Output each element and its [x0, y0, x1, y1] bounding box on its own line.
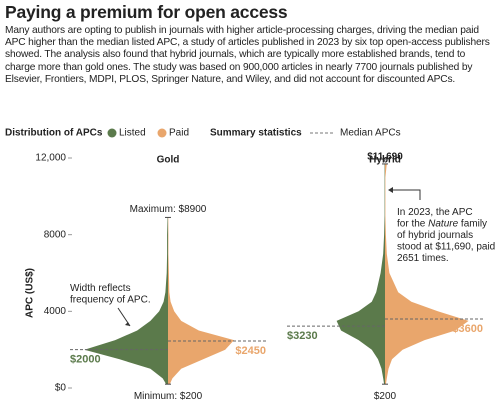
- header: Paying a premium for open access Many au…: [5, 2, 497, 86]
- annotation: 2651 times.: [397, 253, 449, 264]
- annotation-part: of hybrid journals: [397, 230, 473, 241]
- legend-title: Summary statistics: [210, 128, 302, 139]
- annotation: frequency of APC.: [70, 294, 151, 305]
- min-label: $200: [374, 391, 397, 402]
- panel-title: Gold: [157, 155, 180, 166]
- annotation: for the Nature family: [397, 218, 487, 229]
- chart-subtitle: Many authors are opting to publish in jo…: [5, 25, 490, 85]
- y-tick-label: 12,000: [35, 153, 66, 164]
- violin-half: [84, 217, 168, 385]
- annotation: In 2023, the APC: [397, 207, 473, 218]
- legend-swatch: [107, 128, 117, 138]
- annotation-part: for the: [397, 218, 428, 229]
- annotation-part: frequency of APC.: [70, 294, 151, 305]
- arrow-head: [388, 187, 393, 193]
- panel-title: Hybrid: [369, 155, 401, 166]
- violin-half: [168, 217, 234, 385]
- legend-title: Distribution of APCs: [5, 128, 103, 139]
- violin-half: [336, 163, 385, 385]
- annotation: Width reflects: [70, 283, 131, 294]
- annotation: stood at $11,690, paid: [397, 241, 495, 252]
- annotation-part: Nature: [428, 218, 458, 229]
- arrow-head: [125, 322, 130, 326]
- annotation-part: stood at $11,690, paid: [397, 241, 495, 252]
- y-tick-label: 8000: [44, 229, 67, 240]
- y-axis-label: APC (US$): [25, 268, 36, 318]
- max-label: Maximum: $8900: [130, 204, 207, 215]
- legend-label: Listed: [119, 128, 146, 139]
- legend-label: Paid: [169, 128, 189, 139]
- annotation: of hybrid journals: [397, 230, 473, 241]
- legend-swatch: [157, 128, 167, 138]
- chart-title: Paying a premium for open access: [5, 2, 288, 22]
- min-label: Minimum: $200: [134, 391, 203, 402]
- median-label: $3600: [452, 323, 483, 335]
- median-label: $2000: [70, 354, 101, 366]
- violin-half: [385, 163, 469, 385]
- annotation-part: In 2023, the APC: [397, 207, 473, 218]
- y-tick-label: $0: [55, 383, 67, 394]
- median-label: $2450: [235, 345, 266, 357]
- chart: Distribution of APCs Listed Paid Summary st…: [5, 128, 495, 402]
- max-label: $11,690: [367, 152, 403, 163]
- annotation-part: Width reflects: [70, 283, 131, 294]
- legend-label: Median APCs: [340, 128, 401, 139]
- annotation-part: family: [458, 218, 487, 229]
- y-tick-label: 4000: [44, 306, 67, 317]
- arrow: [391, 189, 421, 200]
- median-label: $3230: [287, 330, 318, 342]
- annotation-part: 2651 times.: [397, 253, 449, 264]
